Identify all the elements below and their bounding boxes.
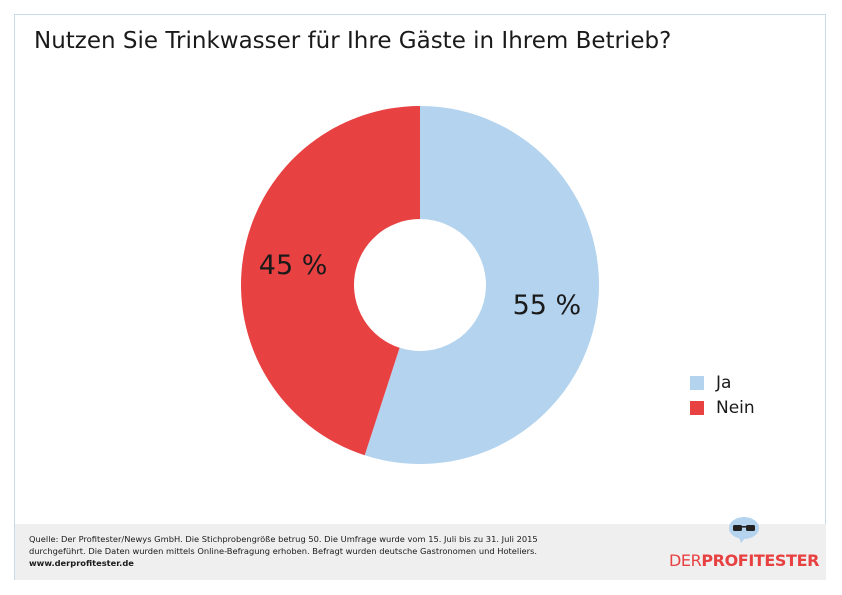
footer: Quelle: Der Profitester/Newys GmbH. Die … <box>15 517 826 580</box>
legend-label-ja: Ja <box>716 372 732 393</box>
logo-text: DERPROFITESTER <box>669 551 819 570</box>
source-line-1: Quelle: Der Profitester/Newys GmbH. Die … <box>29 534 538 544</box>
logo-text-light: DER <box>669 551 702 570</box>
legend-label-nein: Nein <box>716 397 755 418</box>
donut-slice-nein <box>241 106 420 456</box>
data-label-nein: 45 % <box>259 250 328 281</box>
legend-swatch-ja <box>690 375 704 390</box>
source-line-2: durchgeführt. Die Daten wurden mittels O… <box>29 546 537 556</box>
legend-item-ja: Ja <box>690 370 755 395</box>
chart-title: Nutzen Sie Trinkwasser für Ihre Gäste in… <box>34 28 672 54</box>
logo-text-bold: PROFITESTER <box>701 551 820 570</box>
source-url[interactable]: www.derprofitester.de <box>29 558 134 568</box>
data-label-ja: 55 % <box>513 290 582 321</box>
legend-swatch-nein <box>690 400 704 415</box>
brand-logo: DERPROFITESTER <box>669 517 819 576</box>
legend: Ja Nein <box>690 370 755 420</box>
glasses-speech-bubble-icon <box>729 517 759 543</box>
source-note: Quelle: Der Profitester/Newys GmbH. Die … <box>29 533 629 569</box>
legend-item-nein: Nein <box>690 395 755 420</box>
donut-slice-ja <box>364 106 600 465</box>
